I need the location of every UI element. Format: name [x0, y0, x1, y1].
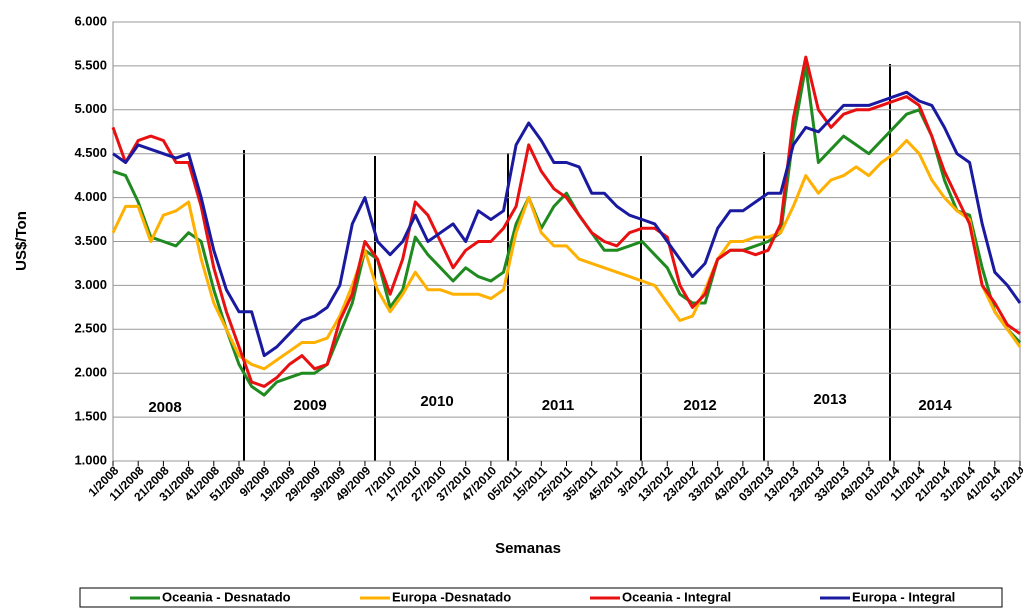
legend-label: Europa - Integral — [852, 589, 955, 604]
year-label: 2010 — [420, 393, 453, 410]
series-line — [111, 55, 1021, 388]
series-line — [112, 64, 1022, 397]
legend-box — [79, 587, 1003, 608]
y-tick-label: 2.000 — [74, 365, 107, 380]
y-tick-label: 1.500 — [74, 409, 107, 424]
year-label: 2008 — [148, 399, 181, 416]
year-label: 2009 — [293, 397, 326, 414]
y-tick-label: 2.500 — [74, 321, 107, 336]
y-tick-label: 4.500 — [74, 145, 107, 160]
legend-label: Oceania - Desnatado — [162, 589, 291, 604]
y-tick-label: 3.000 — [74, 277, 107, 292]
year-label: 2011 — [542, 397, 575, 414]
y-tick-label: 6.000 — [74, 13, 107, 28]
y-tick-label: 4.000 — [74, 189, 107, 204]
series-line — [111, 139, 1022, 371]
x-axis-label: Semanas — [495, 540, 561, 557]
legend-label: Europa -Desnatado — [392, 589, 511, 604]
year-label: 2014 — [918, 397, 952, 414]
y-tick-label: 1.000 — [74, 452, 107, 467]
y-axis-label: US$/Ton — [13, 211, 30, 271]
year-label: 2012 — [683, 397, 716, 414]
legend-label: Oceania - Integral — [622, 589, 731, 604]
y-tick-label: 5.500 — [74, 57, 107, 72]
year-separators — [243, 64, 891, 461]
y-tick-label: 5.000 — [74, 101, 107, 116]
series-line — [112, 90, 1022, 358]
year-label: 2013 — [813, 391, 846, 408]
y-tick-label: 3.500 — [74, 233, 107, 248]
